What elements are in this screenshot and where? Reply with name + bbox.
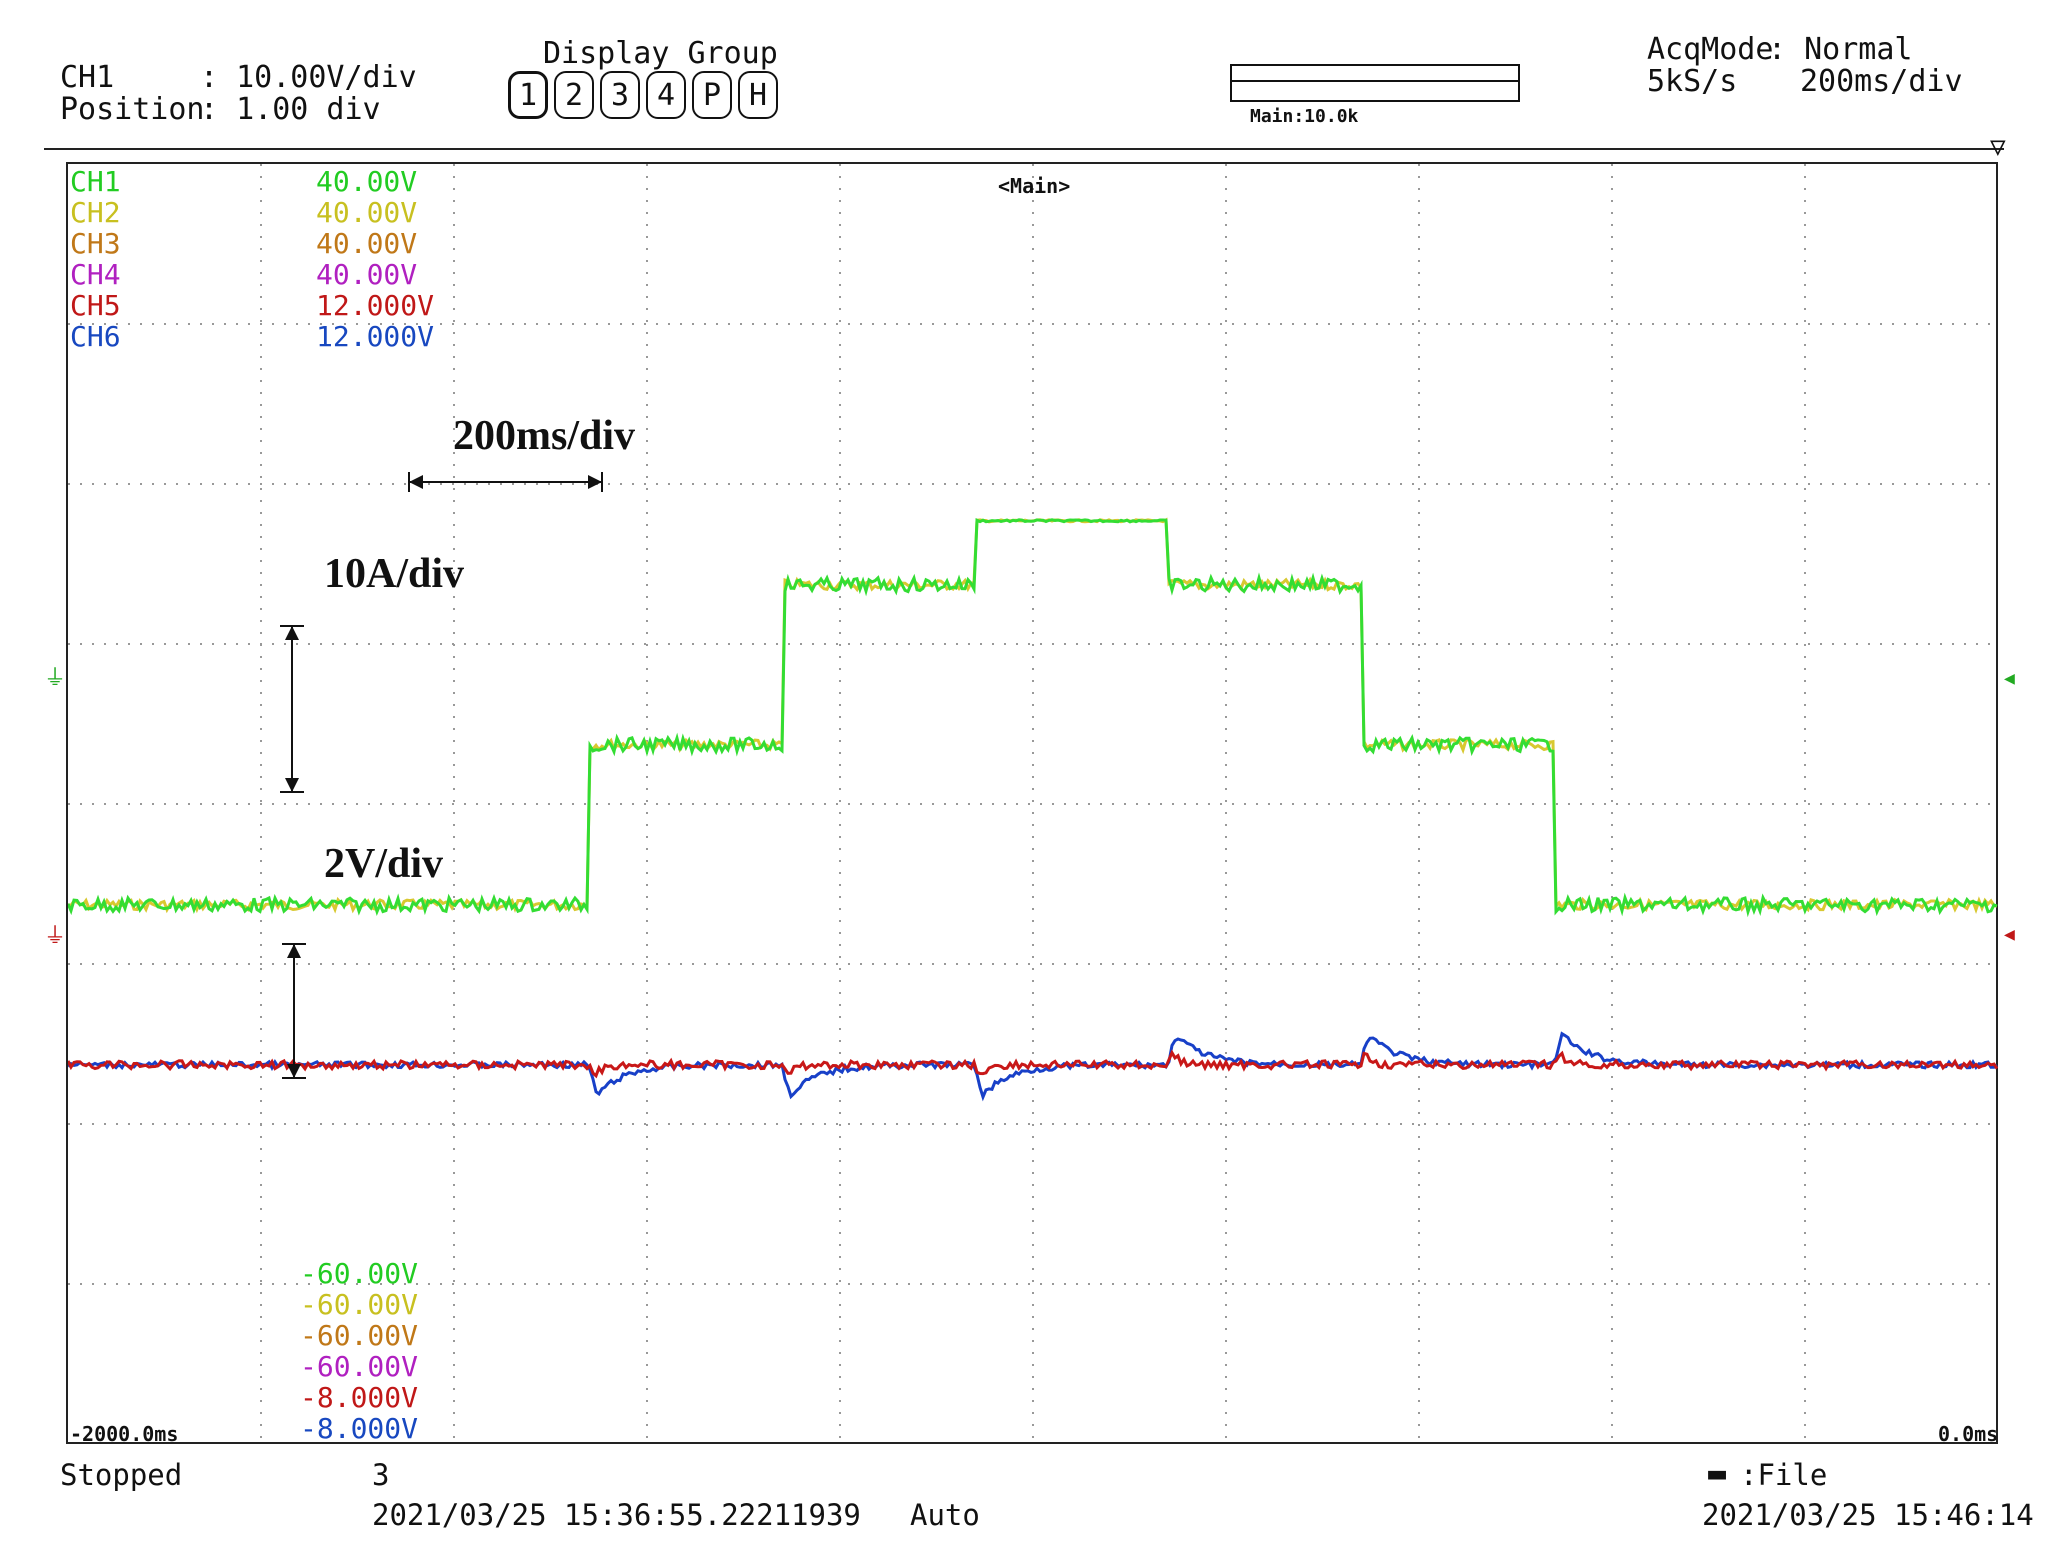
channel-bottom-scale-4: -60.00V xyxy=(300,1350,419,1383)
display-group-button-p[interactable]: P xyxy=(692,71,732,119)
header-divider xyxy=(44,148,2004,150)
ch1-ground-marker-icon: ⏚ xyxy=(44,666,67,691)
zoom-label: Main:10.0k xyxy=(1250,106,1359,127)
channel-name-ch6: CH6 xyxy=(70,320,121,353)
channel-bottom-scale-2: -60.00V xyxy=(300,1288,419,1321)
channel-bottom-scale-1: -60.00V xyxy=(300,1257,419,1290)
channel-top-scale-ch1: 40.00V xyxy=(316,165,418,198)
time-scale-arrowhead-right xyxy=(588,475,602,489)
channel-name-ch1: CH1 xyxy=(70,165,121,198)
ch5-ground-marker-icon: ⏚ xyxy=(44,924,67,949)
ch1-scale-label: CH1 xyxy=(60,60,115,95)
display-group-button-4[interactable]: 4 xyxy=(646,71,686,119)
trigger-timestamp: 2021/03/25 15:36:55.22211939 xyxy=(372,1498,861,1532)
time-right-label: 0.0ms xyxy=(1938,1422,1999,1446)
display-group-button-2[interactable]: 2 xyxy=(554,71,594,119)
file-save-icon: ▬ xyxy=(1708,1456,1727,1491)
display-group-button-3[interactable]: 3 xyxy=(600,71,640,119)
acqmode-label: AcqMode xyxy=(1647,32,1774,67)
channel-top-scale-ch3: 40.00V xyxy=(316,227,418,260)
channel-name-ch3: CH3 xyxy=(70,227,121,260)
current-timestamp: 2021/03/25 15:46:14 xyxy=(1702,1498,2034,1532)
channel-bottom-scale-6: -8.000V xyxy=(300,1412,419,1445)
current-scale-arrow-head-bottom xyxy=(285,778,299,792)
annotation-current-scale: 10A/div xyxy=(324,551,465,597)
channel-top-scale-ch2: 40.00V xyxy=(316,196,418,229)
time-left-label: -2000.0ms xyxy=(70,1422,179,1446)
current-trace-ch1 xyxy=(68,518,1998,918)
trigger-mode: Auto xyxy=(910,1498,980,1532)
display-group-button-h[interactable]: H xyxy=(738,71,778,119)
voltage-scale-arrow-head-top xyxy=(287,944,301,958)
save-target[interactable]: :File xyxy=(1740,1458,1828,1492)
channel-name-ch2: CH2 xyxy=(70,196,121,229)
annotation-time-scale: 200ms/div xyxy=(453,413,636,459)
acquisition-status: Stopped xyxy=(60,1458,183,1492)
waveform-display[interactable]: <Main> CH1 40.00V CH2 40.00V CH3 40.00V CH4 40.… xyxy=(66,162,1999,1446)
waveform-canvas xyxy=(68,164,1998,1444)
channel-bottom-scale-3: -60.00V xyxy=(300,1319,419,1352)
sample-rate: 5kS/s xyxy=(1647,64,1738,99)
display-group-button-1[interactable]: 1 xyxy=(508,71,548,119)
channel-top-scale-ch6: 12.000V xyxy=(316,320,435,353)
channel-name-ch4: CH4 xyxy=(70,258,121,291)
ch1-position-value: : 1.00 div xyxy=(200,92,381,127)
acquisition-count: 3 xyxy=(372,1458,390,1492)
channel-top-scale-ch5: 12.000V xyxy=(316,289,435,322)
timebase: 200ms/div xyxy=(1800,64,1963,99)
channel-name-ch5: CH5 xyxy=(70,289,121,322)
display-group-title: Display Group xyxy=(543,36,778,71)
ch1-position-label: Position xyxy=(60,92,205,127)
ch1-scale-value: : 10.00V/div xyxy=(200,60,417,95)
main-window-tag: <Main> xyxy=(998,174,1071,198)
zoom-indicator xyxy=(1230,64,1520,102)
voltage-scale-arrow-head-bottom xyxy=(287,1064,301,1078)
ch5-level-marker-icon: ◀ xyxy=(2004,924,2015,945)
annotation-voltage-scale: 2V/div xyxy=(324,841,444,887)
voltage-trace-ch5 xyxy=(68,1049,1998,1079)
channel-bottom-scale-5: -8.000V xyxy=(300,1381,419,1414)
current-scale-arrow-head-top xyxy=(285,626,299,640)
acqmode-value: : Normal xyxy=(1768,32,1913,67)
ch1-level-marker-icon: ◀ xyxy=(2004,668,2015,689)
channel-top-scale-ch4: 40.00V xyxy=(316,258,418,291)
time-scale-arrowhead-left xyxy=(409,475,423,489)
trigger-position-icon: ▽ xyxy=(1990,132,2006,162)
